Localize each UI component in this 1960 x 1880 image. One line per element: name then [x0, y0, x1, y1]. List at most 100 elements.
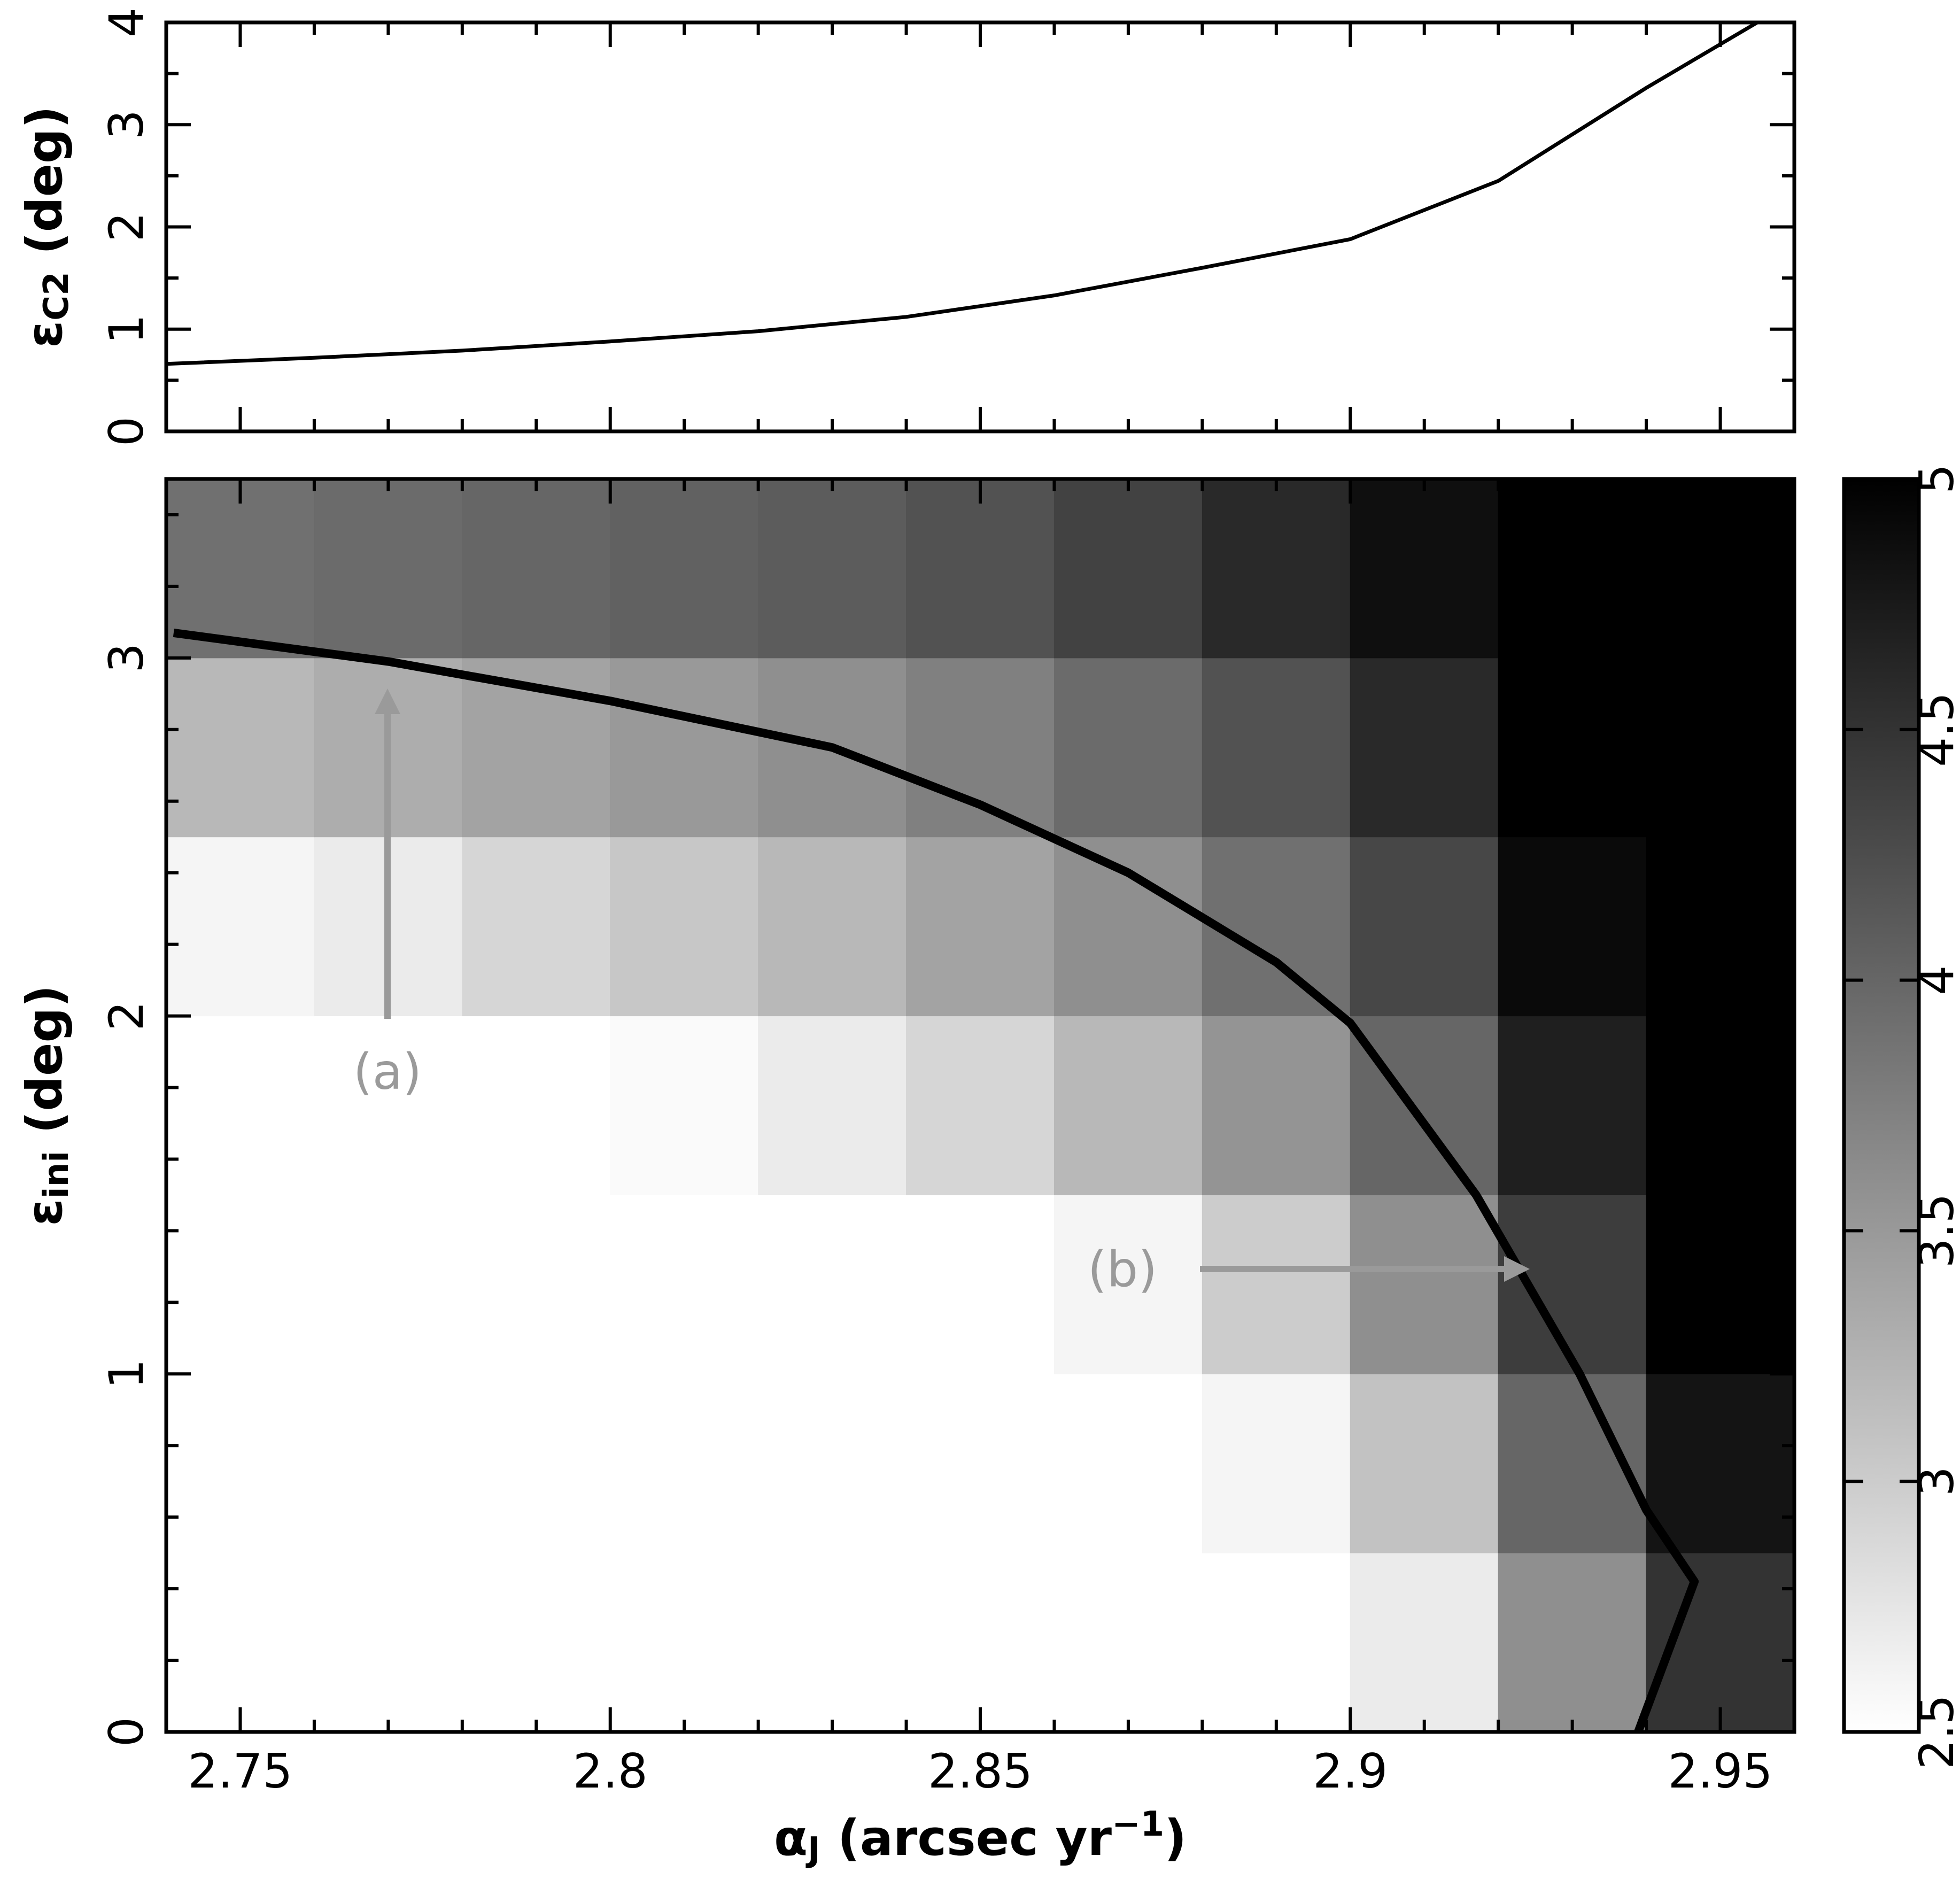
colorbar-tick-label: 3.5: [1909, 1193, 1960, 1268]
y-tick-label: 4: [99, 7, 154, 37]
label-part: ε: [16, 321, 73, 348]
heatmap-cell: [1053, 1194, 1203, 1374]
colorbar-tick-label: 2.5: [1909, 1695, 1960, 1769]
y-tick-label: 2: [99, 212, 154, 242]
colorbar-tick-label: 5: [1909, 464, 1960, 494]
heatmap-cell: [166, 478, 315, 659]
heatmap-cell: [1646, 478, 1795, 659]
contour-line: [173, 629, 1699, 1734]
heatmap-cell: [1202, 1373, 1351, 1553]
heatmap-cell: [1202, 1552, 1351, 1732]
heatmap-cell: [166, 1373, 315, 1553]
heatmap-cell: [758, 478, 907, 659]
y-tick-label: 3: [99, 110, 154, 140]
heatmap-cell: [462, 837, 611, 1017]
label-part: C2: [37, 272, 76, 321]
heatmap-cell: [462, 1373, 611, 1553]
y-tick-label: 1: [99, 314, 154, 344]
heatmap-cell: [1646, 1373, 1795, 1553]
heatmap-cell: [166, 837, 315, 1017]
y-tick-label: 3: [99, 643, 154, 673]
colorbar-tick-label: 4.5: [1909, 692, 1960, 767]
heatmap-cell: [166, 657, 315, 838]
heatmap-cell: [1646, 1194, 1795, 1374]
heatmap-cell: [1350, 1194, 1499, 1374]
heatmap-cell: [1202, 1016, 1351, 1195]
heatmap-cell: [1202, 1194, 1351, 1374]
heatmap-cell: [462, 1552, 611, 1732]
heatmap-cell: [1498, 657, 1647, 838]
axis-label: εini (deg): [16, 985, 76, 1226]
x-tick-label: 2.9: [1313, 1744, 1388, 1799]
annotation: (a): [353, 1043, 422, 1100]
x-tick-label: 2.85: [928, 1744, 1033, 1799]
heatmap-cell: [1350, 837, 1499, 1017]
heatmap-cell: [1202, 657, 1351, 838]
heatmap-cell: [610, 657, 759, 838]
plot-frame: [164, 20, 1796, 434]
heatmap-cell: [1053, 837, 1203, 1017]
x-tick-label: 2.8: [573, 1744, 648, 1799]
heatmap-cell: [906, 1373, 1055, 1553]
y-tick-label: 0: [99, 416, 154, 446]
heatmap-cell: [462, 657, 611, 838]
heatmap-cell: [906, 657, 1055, 838]
heatmap-cell: [314, 1194, 463, 1374]
heatmap-cell: [1498, 478, 1647, 659]
heatmap-cell: [1053, 1016, 1203, 1195]
label-part: (deg): [16, 106, 73, 272]
y-tick-label: 0: [99, 1717, 154, 1747]
label-part: ε: [16, 1198, 73, 1226]
colorbar-tick-label: 4: [1909, 965, 1960, 995]
heatmap-cell: [1350, 1016, 1499, 1195]
heatmap-cell: [1202, 478, 1351, 659]
heatmap-cell: [1350, 478, 1499, 659]
heatmap-cell: [1498, 1016, 1647, 1195]
axis-label: εC2 (deg): [16, 106, 76, 348]
heatmap-cell: [906, 1194, 1055, 1374]
heatmap-cell: [1498, 1552, 1647, 1732]
heatmap-cell: [314, 478, 463, 659]
label-part: −1: [1112, 1805, 1164, 1844]
heatmap-cell: [610, 837, 759, 1017]
x-tick-label: 2.75: [188, 1744, 292, 1799]
heatmap-cell: [906, 837, 1055, 1017]
heatmap-cell: [1053, 1373, 1203, 1553]
heatmap-cell: [610, 1016, 759, 1195]
colorbar-tick-label: 3: [1909, 1466, 1960, 1496]
heatmap-cell: [758, 1373, 907, 1553]
heatmap-cell: [462, 1194, 611, 1374]
heatmap: [166, 478, 1795, 1732]
label-part: (arcsec yr: [820, 1809, 1112, 1867]
heatmap-cell: [1646, 657, 1795, 838]
heatmap-cell: [166, 1552, 315, 1732]
label-part: J: [805, 1830, 820, 1870]
heatmap-cell: [758, 1194, 907, 1374]
heatmap-cell: [610, 1552, 759, 1732]
heatmap-cell: [1350, 657, 1499, 838]
heatmap-cell: [1646, 837, 1795, 1017]
heatmap-cell: [1646, 1016, 1795, 1195]
heatmap-cell: [610, 478, 759, 659]
heatmap-cell: [1498, 837, 1647, 1017]
axis-label: αJ (arcsec yr−1): [774, 1805, 1187, 1870]
line-series: [166, 20, 1758, 366]
heatmap-cell: [314, 1552, 463, 1732]
heatmap-cell: [314, 1373, 463, 1553]
label-part: α: [774, 1809, 808, 1867]
heatmap-cell: [758, 837, 907, 1017]
heatmap-cell: [314, 1016, 463, 1195]
label-part: ): [1164, 1809, 1187, 1867]
heatmap-cell: [1053, 657, 1203, 838]
heatmap-cell: [1498, 1194, 1647, 1374]
heatmap-cell: [166, 1016, 315, 1195]
heatmap-cell: [462, 1016, 611, 1195]
y-tick-label: 1: [99, 1359, 154, 1389]
heatmap-cell: [758, 1016, 907, 1195]
heatmap-cell: [1053, 1552, 1203, 1732]
plot-frame: [164, 477, 1796, 1734]
heatmap-cell: [906, 1016, 1055, 1195]
heatmap-cell: [1350, 1373, 1499, 1553]
heatmap-cell: [758, 1552, 907, 1732]
